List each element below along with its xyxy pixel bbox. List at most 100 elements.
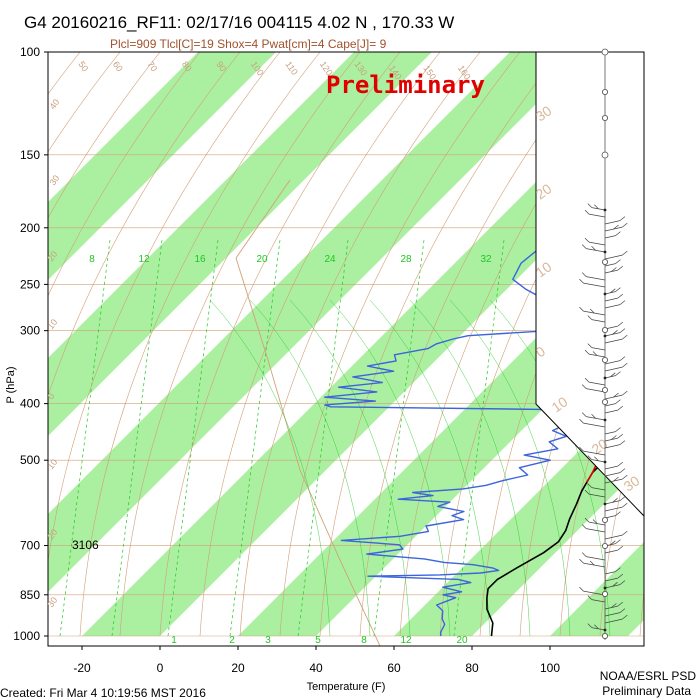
wind-barb-flag — [622, 614, 628, 620]
wind-calm-marker — [601, 48, 609, 56]
plot-frame-inner — [535, 52, 645, 517]
reference-curve-top — [235, 179, 291, 259]
wind-barb — [604, 304, 621, 309]
wind-barb-flag — [613, 476, 619, 482]
wind-barb-flag — [589, 560, 595, 566]
theta-left-label: 0 — [45, 391, 56, 401]
temperature-band — [48, 52, 588, 592]
wind-barb — [604, 220, 621, 225]
wind-level-dot — [603, 376, 607, 380]
wind-barb-flag — [587, 315, 593, 320]
wind-barb — [588, 213, 606, 218]
wind-barb-flag — [615, 511, 621, 516]
wind-barb-flag — [613, 392, 619, 398]
theta-label: 110 — [283, 59, 299, 76]
wind-level-dot — [603, 292, 607, 296]
wind-barb-flag — [615, 371, 621, 376]
wind-level-marker — [602, 591, 609, 598]
wind-barb-flag — [615, 399, 621, 404]
wind-barb-flag — [617, 433, 624, 439]
wind-barb — [588, 493, 606, 498]
wind-barb-flag — [619, 356, 626, 361]
temperature-band — [48, 52, 432, 436]
wind-level-dot — [603, 586, 607, 590]
wind-barb-flag — [587, 343, 593, 348]
mixing-ratio-label: 28 — [400, 254, 412, 265]
wind-barb-flag — [615, 427, 621, 432]
wind-barb-flag — [581, 384, 587, 389]
mixing-ratio-low-label: 12 — [400, 635, 412, 646]
wind-barb — [583, 590, 606, 596]
wind-barb-flag — [587, 623, 593, 628]
wind-barb-flag — [591, 246, 596, 251]
wind-barb — [604, 375, 616, 379]
wind-level-marker — [602, 326, 609, 333]
mixing-ratio-label: 32 — [480, 254, 492, 265]
wind-barb-flag — [610, 372, 616, 378]
wind-barb — [604, 263, 616, 267]
wind-barb-flag — [589, 308, 595, 314]
wind-barb-flag — [615, 231, 621, 236]
wind-barb — [583, 422, 606, 428]
wind-barb-flag — [594, 456, 599, 462]
wind-barb-flag — [622, 222, 628, 228]
height-annotation: 3106 — [72, 538, 99, 552]
wind-barb-flag — [619, 496, 626, 501]
wind-barb-flag — [612, 498, 618, 503]
y-tick-label: 400 — [20, 397, 40, 411]
wind-level-marker — [602, 398, 609, 405]
highlight-segment — [586, 464, 597, 483]
wind-barb — [604, 577, 618, 582]
wind-barb-flag — [617, 265, 624, 271]
wind-barb — [604, 465, 618, 470]
wind-barb-flag — [617, 545, 624, 551]
wind-barb-flag — [622, 530, 628, 536]
wind-barb — [588, 353, 606, 358]
wind-barb-flag — [615, 567, 621, 572]
wind-barb-flag — [622, 502, 628, 508]
x-axis-label: Temperature (F) — [307, 681, 386, 693]
moist-adiabat — [449, 299, 571, 637]
wind-barb — [586, 556, 606, 561]
mixing-ratio-line — [59, 239, 111, 637]
wind-barb-flag — [622, 390, 628, 396]
wind-barb-flag — [581, 552, 587, 557]
reference-curve — [235, 257, 381, 646]
dry-adiabat — [48, 52, 121, 153]
wind-barb-flag — [584, 237, 590, 243]
wind-barb-flag — [584, 377, 590, 383]
mixing-ratio-low-label: 8 — [361, 635, 367, 646]
wind-barb — [586, 528, 606, 533]
dry-adiabat — [48, 52, 281, 564]
mixing-ratio-line — [297, 239, 349, 637]
wind-barb-flag — [592, 519, 598, 524]
wind-barb-flag — [579, 446, 584, 452]
wind-barb — [586, 276, 606, 281]
wind-level-marker — [602, 517, 609, 524]
theta-left-label: 20 — [45, 527, 59, 541]
wind-barb-flag — [610, 288, 616, 294]
mixing-ratio-line — [167, 239, 219, 637]
wind-barb-flag — [619, 328, 626, 333]
chart-title: G4 20160216_RF11: 02/17/16 004115 4.02 N… — [24, 13, 454, 32]
wind-barb — [591, 347, 606, 351]
wind-barb-flag — [617, 601, 624, 607]
wind-barb-flag — [622, 474, 628, 480]
wind-barb — [588, 381, 606, 386]
mixing-ratio-label: 8 — [89, 254, 95, 265]
moist-adiabat — [249, 299, 371, 637]
theta-left-label: 30 — [47, 173, 61, 187]
wind-barb-flag — [581, 524, 587, 529]
wind-barb — [591, 487, 606, 491]
wind-level-marker — [602, 258, 609, 265]
dry-adiabat — [48, 52, 241, 397]
dry-adiabat — [48, 52, 201, 297]
mixing-ratio-low-label: 3 — [265, 635, 271, 646]
moist-adiabat — [209, 299, 331, 637]
wind-barb-flag — [612, 330, 618, 335]
wind-barb-flag — [619, 608, 626, 613]
wind-barb-flag — [591, 414, 596, 419]
wind-barb-flag — [610, 540, 616, 546]
wind-barb-flag — [622, 362, 628, 368]
theta-label: 60 — [111, 59, 125, 73]
